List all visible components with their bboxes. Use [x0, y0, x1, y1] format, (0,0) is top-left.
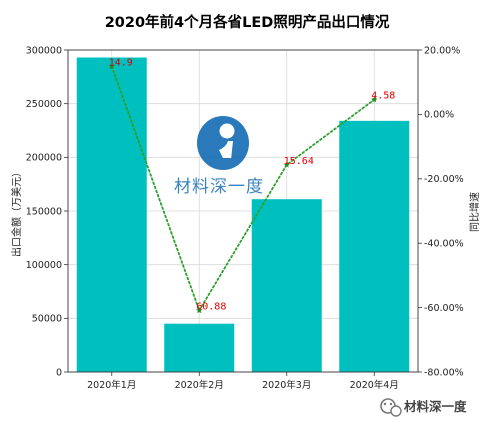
growth-line-series — [108, 63, 378, 314]
growth-line — [110, 65, 376, 313]
growth-point-3 — [283, 161, 290, 168]
y-tick-label-left: 50000 — [32, 314, 62, 325]
watermark-text: 材料深一度 — [174, 177, 264, 197]
y-tick-label-left: 100000 — [26, 260, 62, 271]
axes: 0 50000 100000 150000 200000 250000 300000 -80.… — [26, 45, 464, 391]
y-tick-label-left: 150000 — [26, 206, 62, 217]
footer-text: 材料深一度 — [403, 399, 467, 414]
bar-2 — [164, 323, 235, 372]
y-tick-label-left: 300000 — [26, 45, 62, 56]
y-tick-label-right: -60.00% — [424, 303, 464, 314]
y-tick-label-left: 0 — [56, 367, 62, 378]
data-labels: 14.9 60.88 15.64 4.58 — [109, 57, 396, 312]
data-label-3: 15.64 — [284, 156, 314, 167]
bar-3 — [251, 199, 322, 372]
watermark-logo-icon — [197, 116, 249, 170]
growth-point-4 — [371, 96, 378, 103]
data-label-1: 14.9 — [109, 57, 133, 68]
data-label-2: 60.88 — [196, 301, 226, 312]
y-tick-label-right: -20.00% — [424, 174, 464, 185]
x-tick-label: 2020年2月 — [175, 379, 224, 391]
y-axis-label-left: 出口金额（万美元） — [10, 167, 23, 257]
bar-series — [76, 57, 410, 372]
y-tick-label-right: 0.00% — [424, 110, 454, 121]
y-tick-label-left: 200000 — [26, 153, 62, 164]
y-tick-label-right: 20.00% — [424, 45, 460, 56]
footer-brand: 材料深一度 — [380, 398, 467, 417]
growth-point-2 — [196, 307, 203, 314]
watermark: 材料深一度 — [174, 116, 264, 197]
growth-point-1 — [108, 63, 115, 70]
wechat-icon — [380, 398, 402, 417]
chart-title: 2020年前4个月各省LED照明产品出口情况 — [105, 13, 390, 31]
y-axis-label-right: 同比增速 — [468, 192, 481, 232]
x-tick-label: 2020年3月 — [262, 379, 311, 391]
y-tick-label-left: 250000 — [26, 99, 62, 110]
y-tick-label-right: -40.00% — [424, 239, 464, 250]
bar-1 — [76, 57, 147, 372]
data-label-4: 4.58 — [371, 91, 395, 102]
x-tick-label: 2020年1月 — [87, 379, 136, 391]
x-tick-label: 2020年4月 — [350, 379, 399, 391]
y-tick-label-right: -80.00% — [424, 367, 464, 378]
bar-4 — [339, 120, 410, 372]
